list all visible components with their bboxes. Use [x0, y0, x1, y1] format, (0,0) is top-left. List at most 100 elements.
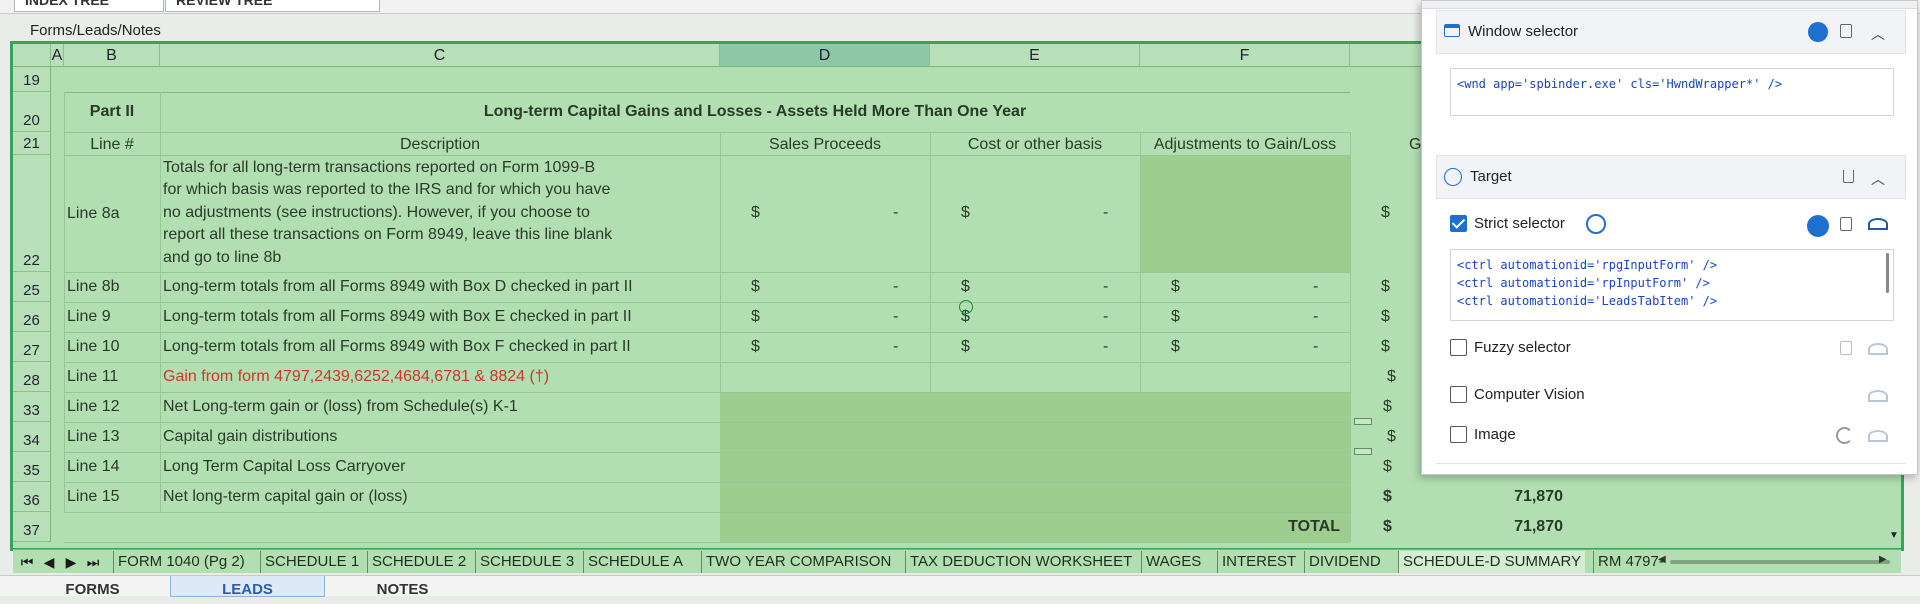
prev-sheet-icon[interactable]: ◀: [43, 554, 55, 570]
row-header[interactable]: 28: [13, 362, 51, 392]
cost-basis-value[interactable]: -: [1103, 204, 1109, 221]
tab-notes[interactable]: NOTES: [376, 581, 429, 598]
chevron-up-icon[interactable]: ︿: [1871, 171, 1885, 187]
copy-icon[interactable]: [1840, 24, 1852, 38]
sheet-tab-wages[interactable]: WAGES: [1141, 551, 1205, 573]
computer-vision-label: Computer Vision: [1474, 386, 1585, 403]
copy-icon[interactable]: [1840, 341, 1852, 355]
delete-icon[interactable]: [1843, 170, 1854, 183]
sheet-tab-schedule-d-summary[interactable]: SCHEDULE-D SUMMARY: [1398, 551, 1586, 573]
line-description: Long-term totals from all Forms 8949 wit…: [163, 308, 632, 325]
row-header[interactable]: 35: [13, 452, 51, 482]
row-header[interactable]: 19: [13, 67, 51, 92]
adjustments-header: Adjustments to Gain/Loss: [1153, 136, 1337, 153]
adjustment-value[interactable]: -: [1313, 338, 1319, 355]
sheet-tab-schedule-a[interactable]: SCHEDULE A: [583, 551, 687, 573]
column-header-d[interactable]: D: [720, 44, 930, 67]
row-header[interactable]: 22: [13, 155, 51, 272]
column-header-b[interactable]: B: [64, 44, 160, 67]
sales-proceeds-value[interactable]: -: [893, 204, 899, 221]
column-header-f[interactable]: F: [1140, 44, 1350, 67]
line-label: Line 13: [67, 428, 120, 445]
total-currency: $: [1383, 518, 1392, 535]
window-selector-code[interactable]: <wnd app='spbinder.exe' cls='HwndWrapper…: [1450, 68, 1894, 116]
scroll-right-icon[interactable]: ▶: [1879, 554, 1887, 565]
row-header[interactable]: 36: [13, 482, 51, 512]
first-sheet-icon[interactable]: ⏮: [20, 554, 34, 570]
row-header[interactable]: 27: [13, 332, 51, 362]
tab-leads[interactable]: LEADS: [170, 576, 325, 598]
currency-symbol: $: [961, 278, 970, 295]
fuzzy-selector-checkbox[interactable]: [1450, 339, 1467, 356]
cell-button-icon[interactable]: [1354, 448, 1372, 455]
column-header-a[interactable]: A: [51, 44, 64, 67]
gain-currency: $: [1381, 338, 1390, 355]
currency-symbol: $: [751, 204, 760, 221]
sales-proceeds-value[interactable]: -: [893, 338, 899, 355]
refresh-icon[interactable]: [1836, 427, 1853, 444]
adjustment-value[interactable]: -: [1313, 278, 1319, 295]
adjustment-value[interactable]: -: [1313, 308, 1319, 325]
image-checkbox[interactable]: [1450, 426, 1467, 443]
sheet-tab-two-year-comparison[interactable]: TWO YEAR COMPARISON: [701, 551, 895, 573]
select-target-icon[interactable]: [1808, 22, 1828, 42]
cell-button-icon[interactable]: [1354, 418, 1372, 425]
copy-icon[interactable]: [1840, 217, 1852, 231]
crosshair-target-icon: [959, 300, 973, 314]
chevron-up-icon[interactable]: ︿: [1871, 26, 1885, 42]
strict-selector-checkbox[interactable]: [1450, 215, 1467, 232]
line-description: Capital gain distributions: [163, 428, 338, 445]
line-description-link[interactable]: Gain from form 4797,2439,6252,4684,6781 …: [163, 368, 550, 385]
horizontal-scrollbar[interactable]: [1670, 560, 1890, 564]
strict-selector-code[interactable]: <ctrl automationid='rpgInputForm' /> <ct…: [1450, 249, 1894, 321]
sales-proceeds-value[interactable]: -: [893, 278, 899, 295]
target-icon: [1444, 168, 1462, 186]
select-all-corner[interactable]: [13, 44, 51, 67]
scroll-left-icon[interactable]: ◀: [1658, 554, 1666, 565]
show-element-icon[interactable]: [1868, 430, 1888, 442]
row-header[interactable]: 20: [13, 92, 51, 132]
last-sheet-icon[interactable]: ⏭: [86, 554, 100, 570]
column-header-c[interactable]: C: [160, 44, 720, 67]
row-header[interactable]: 21: [13, 132, 51, 155]
indicate-target-icon[interactable]: [1586, 214, 1606, 234]
computer-vision-checkbox[interactable]: [1450, 386, 1467, 403]
row-header[interactable]: 26: [13, 302, 51, 332]
sheet-tab-dividend[interactable]: DIVIDEND: [1304, 551, 1385, 573]
description-header: Description: [399, 136, 481, 153]
total-value[interactable]: 71,870: [1514, 518, 1563, 535]
code-scrollbar[interactable]: [1886, 253, 1889, 293]
row-header[interactable]: 34: [13, 422, 51, 452]
show-element-icon[interactable]: [1868, 390, 1888, 402]
sheet-tab-interest[interactable]: INTEREST: [1217, 551, 1300, 573]
show-element-icon[interactable]: [1868, 343, 1888, 355]
sheet-tab-schedule-1[interactable]: SCHEDULE 1: [260, 551, 363, 573]
sheet-tab-form-4797[interactable]: RM 4797-: [1593, 551, 1668, 573]
sheet-tab-form-1040[interactable]: FORM 1040 (Pg 2): [113, 551, 249, 573]
index-tree-tab[interactable]: INDEX TREE: [14, 0, 164, 12]
review-tree-tab[interactable]: REVIEW TREE: [165, 0, 380, 12]
row-header[interactable]: 37: [13, 512, 51, 542]
next-sheet-icon[interactable]: ▶: [65, 554, 77, 570]
column-header-e[interactable]: E: [930, 44, 1140, 67]
line-label: Line 10: [67, 338, 120, 355]
select-target-icon[interactable]: [1807, 215, 1829, 237]
scroll-down-icon[interactable]: ▼: [1889, 530, 1899, 541]
gain-currency: $: [1381, 278, 1390, 295]
row-header[interactable]: 25: [13, 272, 51, 302]
sales-proceeds-value[interactable]: -: [893, 308, 899, 325]
fuzzy-selector-label: Fuzzy selector: [1474, 339, 1571, 356]
cost-basis-value[interactable]: -: [1103, 278, 1109, 295]
cost-basis-value[interactable]: -: [1103, 308, 1109, 325]
cost-basis-value[interactable]: -: [1103, 338, 1109, 355]
net-long-term-gain-value[interactable]: 71,870: [1514, 488, 1563, 505]
show-element-icon[interactable]: [1868, 218, 1888, 230]
tab-forms[interactable]: FORMS: [65, 581, 120, 598]
row-header[interactable]: 33: [13, 392, 51, 422]
part-label: Part II: [89, 103, 135, 120]
sheet-tab-tax-deduction-worksheet[interactable]: TAX DEDUCTION WORKSHEET: [905, 551, 1136, 573]
selector-panel: Window selector ︿ <wnd app='spbinder.exe…: [1421, 0, 1918, 475]
panel-top-edge: [1422, 1, 1917, 9]
sheet-tab-schedule-3[interactable]: SCHEDULE 3: [475, 551, 578, 573]
sheet-tab-schedule-2[interactable]: SCHEDULE 2: [367, 551, 470, 573]
